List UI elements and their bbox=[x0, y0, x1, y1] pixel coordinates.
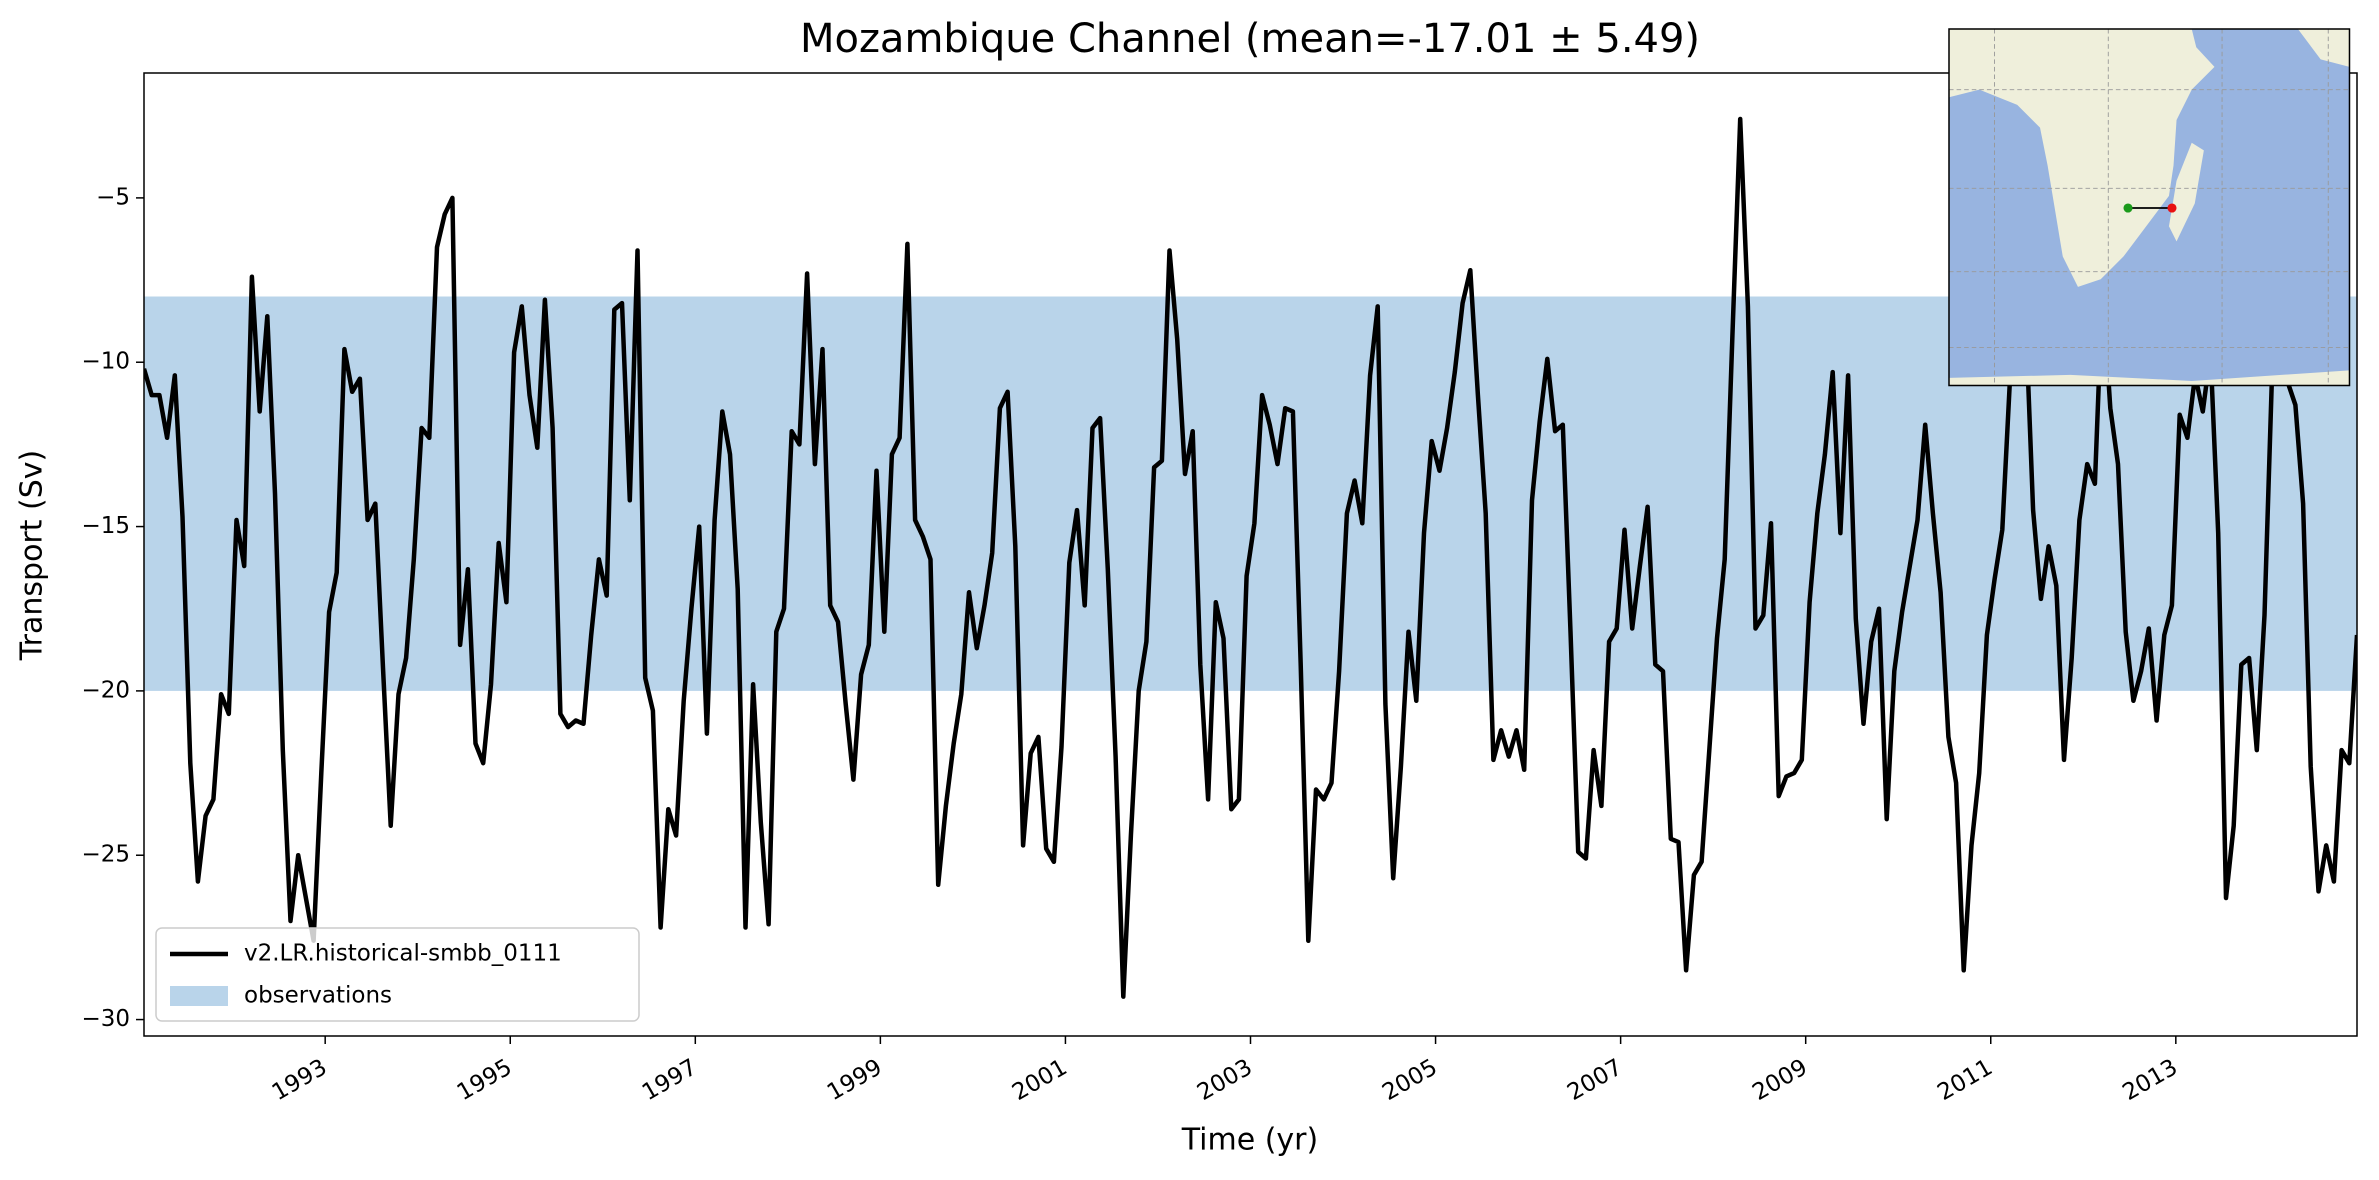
series-line bbox=[144, 116, 2357, 999]
y-tick-label: −10 bbox=[81, 349, 130, 375]
inset-map bbox=[1948, 28, 2351, 387]
legend-label: v2.LR.historical-smbb_0111 bbox=[244, 941, 562, 967]
section-start bbox=[2123, 203, 2133, 213]
map-land bbox=[1949, 370, 2350, 386]
legend-label: observations bbox=[244, 983, 392, 1009]
map-grid bbox=[1949, 29, 2350, 386]
chart-title: Mozambique Channel (mean=-17.01 ± 5.49) bbox=[800, 16, 1700, 62]
legend-swatch bbox=[170, 986, 228, 1006]
y-tick-label: −20 bbox=[81, 677, 130, 703]
y-axis-label: Transport (Sv) bbox=[15, 450, 50, 662]
axes-frame bbox=[143, 72, 2358, 1037]
x-axis-label: Time (yr) bbox=[1181, 1123, 1318, 1158]
map-land bbox=[2168, 142, 2204, 242]
y-tick-label: −15 bbox=[81, 513, 130, 539]
y-tick-label: −30 bbox=[81, 1006, 130, 1032]
legend-box bbox=[155, 927, 640, 1022]
map-land bbox=[1949, 29, 2215, 287]
map-land bbox=[2297, 29, 2350, 67]
y-tick-label: −25 bbox=[81, 842, 130, 868]
inset-frame bbox=[1948, 28, 2351, 387]
y-tick-label: −5 bbox=[96, 184, 130, 210]
section-end bbox=[2167, 203, 2177, 213]
